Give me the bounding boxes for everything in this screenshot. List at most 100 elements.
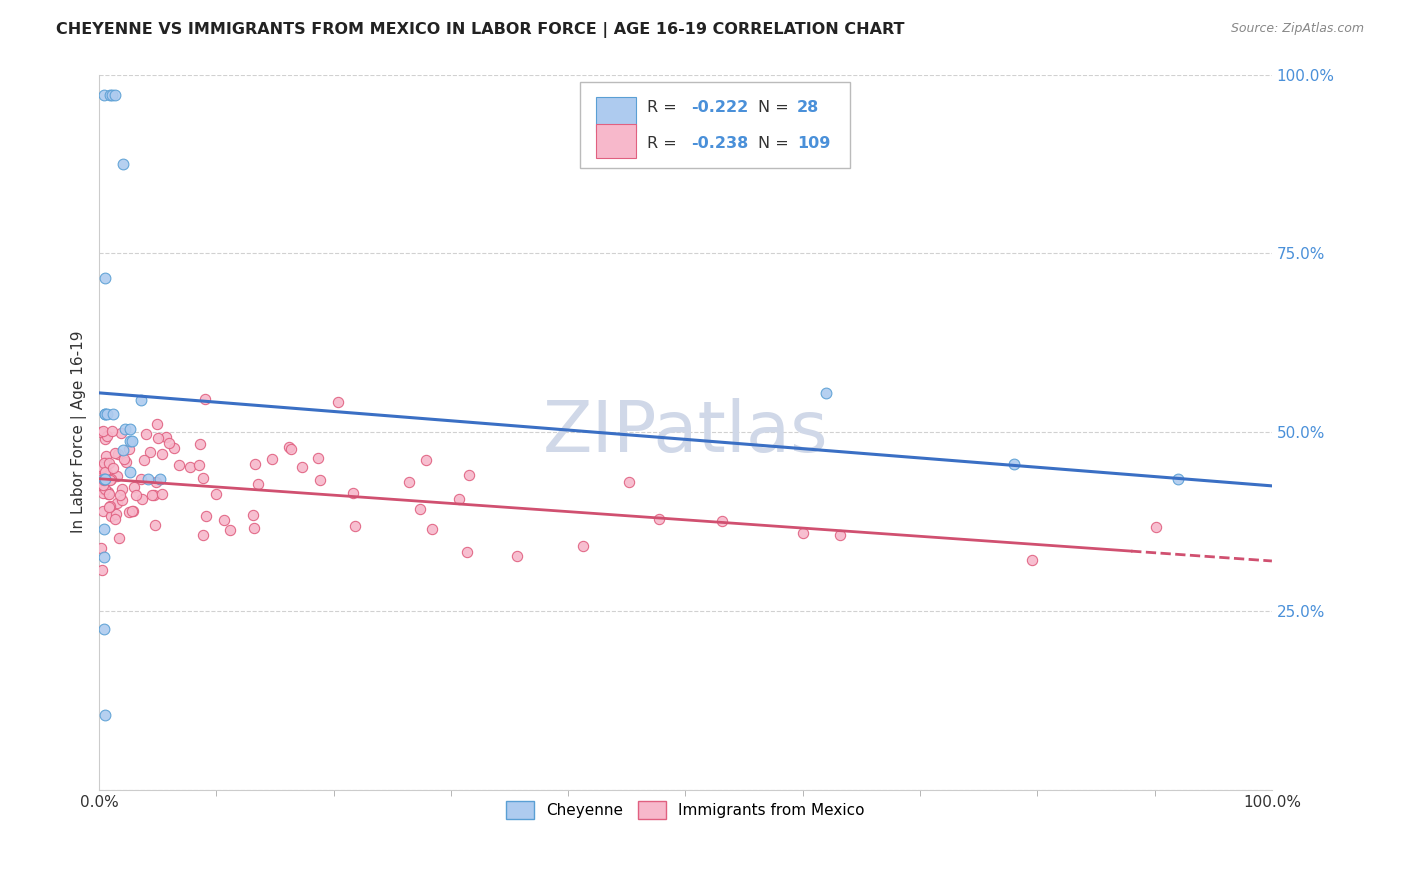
Point	[247, 476, 270, 491]
Point	[108, 488, 131, 502]
Point	[97, 485, 120, 500]
Point	[91, 479, 114, 493]
Point	[94, 472, 117, 486]
Point	[143, 488, 166, 502]
Point	[343, 519, 366, 533]
Point	[98, 473, 121, 487]
Point	[96, 467, 118, 481]
Point	[111, 493, 134, 508]
Point	[188, 458, 211, 472]
Point	[121, 434, 143, 448]
Point	[90, 460, 112, 475]
Text: N =: N =	[758, 136, 794, 151]
Point	[94, 407, 117, 421]
Point	[94, 707, 117, 722]
Point	[309, 473, 332, 487]
Point	[118, 442, 141, 456]
Point	[104, 512, 127, 526]
Point	[93, 472, 115, 486]
Point	[96, 428, 118, 442]
Point	[98, 87, 121, 102]
Text: N =: N =	[758, 100, 794, 115]
Point	[326, 394, 349, 409]
Point	[122, 480, 145, 494]
Point	[179, 460, 201, 475]
Point	[572, 539, 595, 553]
Text: -0.238: -0.238	[692, 136, 748, 151]
Point	[139, 445, 162, 459]
Point	[422, 522, 444, 536]
Point	[104, 507, 127, 521]
Point	[278, 440, 301, 454]
FancyBboxPatch shape	[596, 123, 636, 158]
Point	[243, 458, 266, 472]
Point	[157, 435, 180, 450]
Point	[93, 482, 115, 496]
Point	[163, 441, 186, 455]
Point	[122, 504, 145, 518]
Point	[93, 457, 115, 471]
Point	[89, 481, 111, 495]
Point	[101, 407, 124, 421]
Point	[145, 417, 167, 432]
Point	[204, 487, 226, 501]
Point	[91, 482, 114, 496]
Point	[94, 407, 117, 421]
Point	[91, 485, 114, 500]
Point	[1002, 458, 1025, 472]
Point	[129, 472, 152, 486]
Point	[97, 487, 120, 501]
Point	[91, 477, 114, 491]
Point	[1144, 520, 1167, 534]
Point	[398, 475, 420, 489]
Point	[190, 437, 212, 451]
Point	[243, 521, 266, 535]
Point	[93, 87, 115, 102]
Point	[97, 500, 120, 514]
Point	[94, 449, 117, 463]
Point	[111, 157, 134, 171]
FancyBboxPatch shape	[596, 97, 636, 132]
Point	[93, 473, 115, 487]
Point	[93, 522, 115, 536]
Point	[118, 465, 141, 479]
Point	[104, 87, 127, 102]
Text: CHEYENNE VS IMMIGRANTS FROM MEXICO IN LABOR FORCE | AGE 16-19 CORRELATION CHART: CHEYENNE VS IMMIGRANTS FROM MEXICO IN LA…	[56, 22, 904, 38]
Point	[150, 447, 173, 461]
Point	[141, 488, 163, 502]
Point	[98, 499, 121, 513]
Point	[100, 472, 122, 486]
Point	[90, 425, 112, 439]
Point	[94, 271, 117, 285]
Legend: Cheyenne, Immigrants from Mexico: Cheyenne, Immigrants from Mexico	[501, 796, 870, 825]
Point	[815, 385, 838, 400]
Point	[194, 508, 217, 523]
Point	[242, 508, 264, 523]
Point	[101, 461, 124, 475]
Point	[149, 472, 172, 486]
Y-axis label: In Labor Force | Age 16-19: In Labor Force | Age 16-19	[72, 331, 87, 533]
Text: 109: 109	[797, 136, 831, 151]
Point	[94, 433, 117, 447]
Point	[118, 505, 141, 519]
Point	[212, 513, 235, 527]
Point	[342, 486, 364, 500]
Point	[114, 422, 136, 436]
Point	[830, 528, 852, 542]
Point	[167, 458, 190, 473]
Point	[118, 422, 141, 436]
Text: ZIPatlas: ZIPatlas	[543, 398, 828, 467]
Point	[617, 475, 640, 490]
Point	[409, 502, 432, 516]
Point	[129, 392, 152, 407]
Point	[136, 472, 159, 486]
Point	[91, 424, 114, 438]
Point	[219, 523, 242, 537]
Point	[105, 495, 128, 509]
Point	[118, 434, 141, 448]
Text: -0.222: -0.222	[692, 100, 748, 115]
Point	[711, 514, 734, 528]
Point	[125, 488, 148, 502]
Point	[458, 467, 481, 482]
Point	[110, 425, 132, 440]
